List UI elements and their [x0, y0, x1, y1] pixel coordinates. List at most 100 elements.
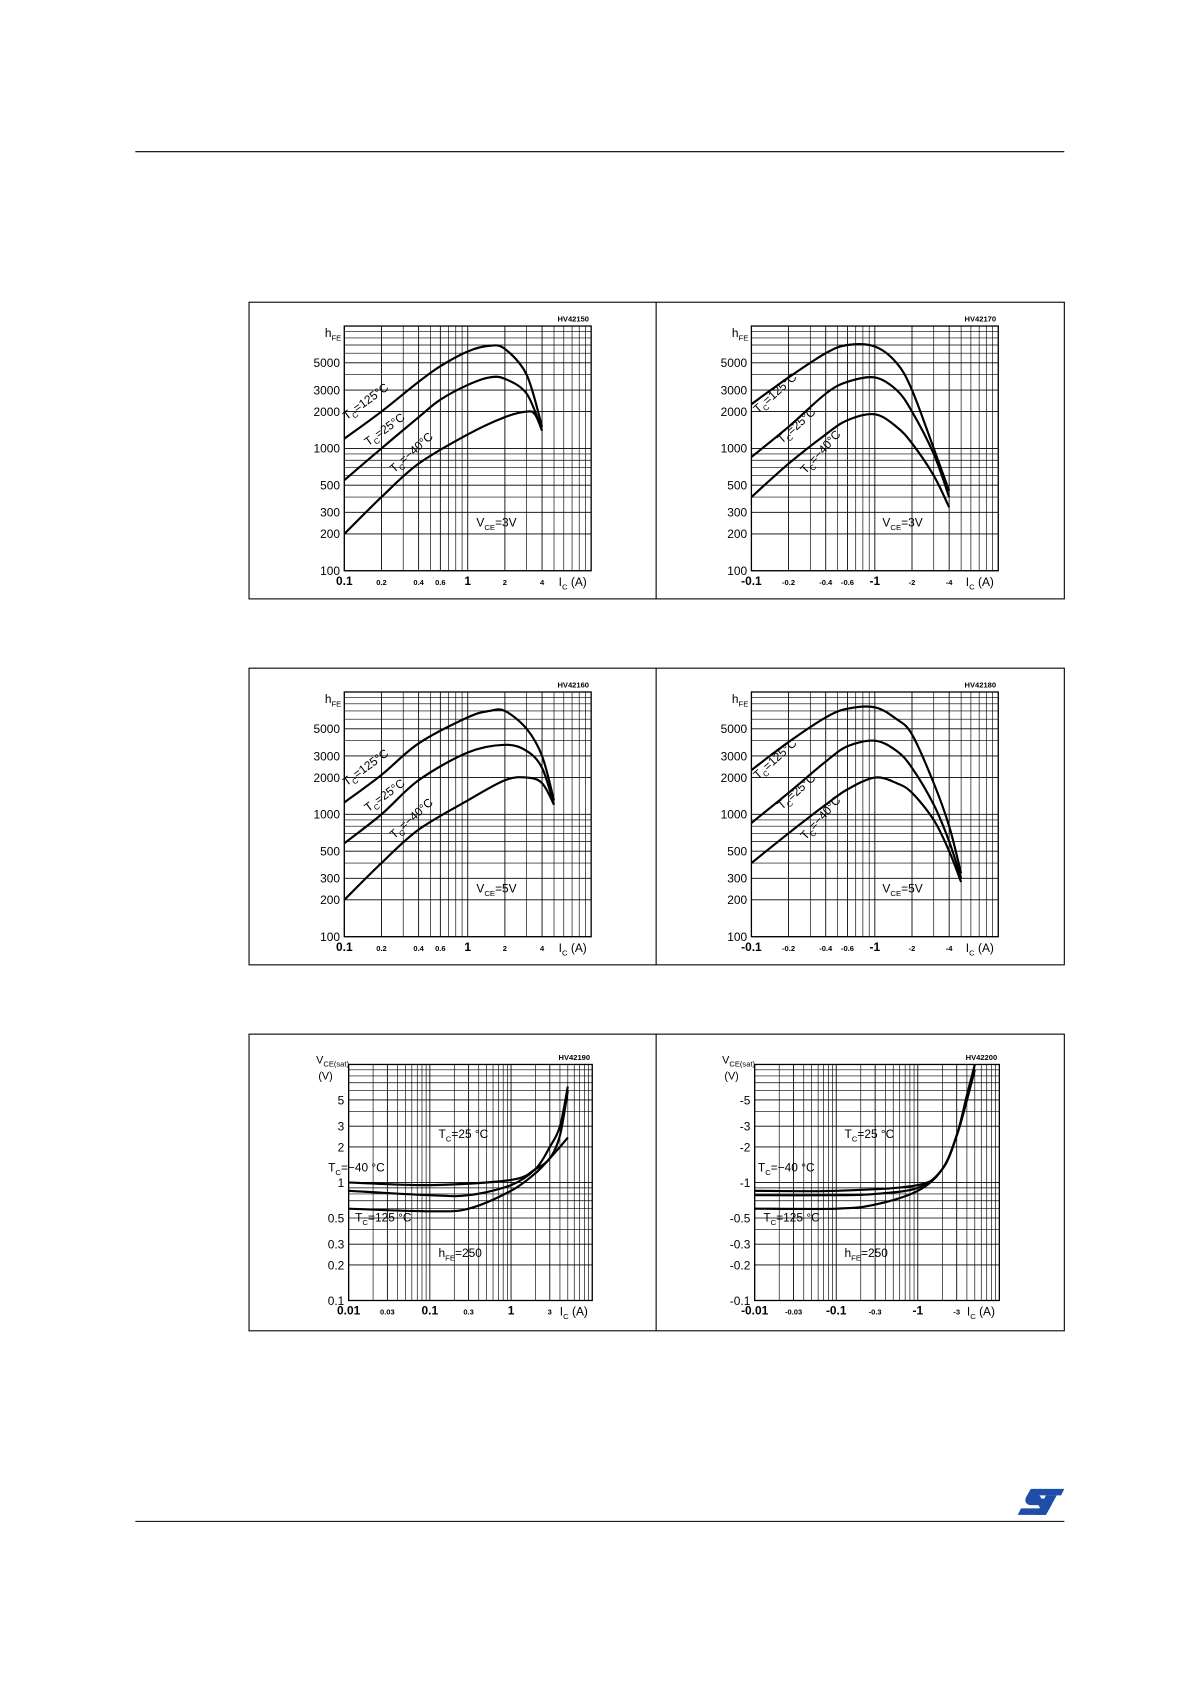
- x-tick-label: 0.3: [463, 1308, 474, 1317]
- curve-label-base: T: [439, 1127, 446, 1141]
- figure-code: HV42180: [965, 681, 997, 690]
- x-tick-label: 0.1: [336, 574, 353, 588]
- x-tick-label: 0.1: [422, 1304, 439, 1318]
- x-axis-label-base: I: [966, 575, 969, 589]
- y-tick-label: 1000: [721, 808, 748, 822]
- figure-code: HV42150: [557, 315, 589, 324]
- y-tick-label: 0.3: [328, 1238, 345, 1252]
- y-tick-label: -5: [740, 1093, 751, 1107]
- curve: [750, 376, 951, 498]
- x-tick-label: 0.01: [337, 1304, 361, 1318]
- y-tick-label: 500: [320, 479, 340, 493]
- curve-label-base: T: [355, 1210, 362, 1224]
- chart: -0.1 -0.2 -0.4 -0.6 -1 -2 -4 100 200 300 500 1000 20…: [721, 681, 999, 954]
- condition-label-base: V: [882, 881, 890, 895]
- x-axis-label: IC (A): [966, 941, 994, 958]
- curve: [750, 705, 963, 874]
- x-axis-label: IC (A): [559, 941, 587, 958]
- x-axis-label-base: I: [559, 575, 562, 589]
- y-tick-label: 200: [320, 527, 340, 541]
- condition-label-text: =3V: [495, 515, 517, 529]
- x-axis-label: IC (A): [559, 575, 587, 592]
- y-axis-label-sub: FE: [331, 699, 341, 708]
- curve: [343, 776, 555, 901]
- condition-label-text: =5V: [495, 881, 517, 895]
- condition-label-sub: CE: [484, 523, 495, 532]
- y-tick-label: -3: [740, 1119, 751, 1133]
- x-tick-label: 1: [508, 1304, 515, 1318]
- curve: [750, 739, 963, 879]
- curve-label-base: T: [758, 1161, 765, 1175]
- curve-label: TC=−40°C: [797, 427, 845, 478]
- curve-label-base: T: [328, 1161, 335, 1175]
- y-axis-label-base: h: [732, 326, 739, 340]
- y-tick-label: 1000: [721, 442, 748, 456]
- y-tick-label: 0.2: [328, 1258, 345, 1272]
- curve-label-sub: C: [785, 799, 795, 810]
- y-tick-label: 200: [727, 893, 747, 907]
- x-axis-label-sub: C: [970, 1312, 976, 1321]
- x-tick-label: 3: [548, 1308, 552, 1317]
- curve-label-sub: C: [362, 1218, 368, 1227]
- x-axis-label-sub: C: [562, 948, 568, 957]
- x-tick-label: -0.1: [826, 1304, 847, 1318]
- curve: [343, 708, 556, 804]
- curve: [754, 1069, 976, 1193]
- curve: [750, 343, 951, 492]
- x-axis-label: IC (A): [560, 1305, 588, 1322]
- curve-label-text: =25 °C: [451, 1127, 488, 1141]
- curve-label-sub: C: [350, 776, 360, 787]
- condition-label-base: V: [882, 515, 890, 529]
- y-tick-label: 3000: [721, 749, 748, 763]
- x-tick-label: -1: [870, 574, 881, 588]
- curve-label: TC=25 °C: [439, 1127, 489, 1144]
- y-axis-label-sub: CE(sat): [729, 1060, 755, 1069]
- y-axis-label-sub: FE: [739, 333, 749, 342]
- curve-label-text: =−40°C: [806, 793, 844, 833]
- x-tick-label: 0.4: [413, 578, 424, 587]
- curve: [348, 1086, 569, 1198]
- x-axis-label-base: I: [559, 941, 562, 955]
- y-axis-label-sub: FE: [331, 333, 341, 342]
- y-axis-label-unit: (V): [724, 1071, 738, 1083]
- x-tick-label: -2: [909, 944, 916, 953]
- condition-label-text: =3V: [901, 515, 923, 529]
- x-tick-label: -0.2: [782, 578, 795, 587]
- curve-label-sub: C: [808, 828, 819, 838]
- x-axis-label-text: (A): [975, 575, 994, 589]
- condition-label-text: =250: [455, 1246, 482, 1260]
- logo-t: [1036, 1495, 1057, 1515]
- condition-label: VCE=3V: [882, 515, 922, 532]
- curve: [348, 1136, 569, 1213]
- x-tick-label: 2: [503, 944, 507, 953]
- y-tick-label: 3: [338, 1119, 345, 1133]
- curve-label-text: =25°C: [372, 776, 408, 807]
- condition-label-text: =5V: [901, 881, 923, 895]
- curve-label: TC=25°C: [774, 405, 820, 449]
- x-tick-label: 4: [540, 578, 545, 587]
- y-axis-label-base: V: [722, 1054, 730, 1066]
- y-tick-label: -0.5: [730, 1211, 751, 1225]
- condition-label: VCE=3V: [476, 515, 516, 532]
- plot-frame: [343, 691, 592, 938]
- condition-label-sub: CE: [890, 523, 901, 532]
- y-axis-label: hFE: [325, 326, 342, 343]
- condition-label-sub: CE: [890, 889, 901, 898]
- y-tick-label: 0.1: [328, 1294, 345, 1308]
- x-tick-label: -0.1: [741, 940, 762, 954]
- x-axis-label: IC (A): [966, 575, 994, 592]
- chart: -0.1 -0.2 -0.4 -0.6 -1 -2 -4 100 200 300 500 1000 20…: [721, 315, 999, 588]
- curve-label-sub: C: [446, 1135, 452, 1144]
- x-axis-label-text: (A): [976, 1305, 995, 1319]
- y-tick-label: 100: [320, 564, 340, 578]
- curve: [343, 344, 544, 440]
- y-tick-label: -2: [740, 1140, 751, 1154]
- x-tick-label: -0.2: [782, 944, 795, 953]
- x-axis-label-base: I: [966, 941, 969, 955]
- curve-label-sub: C: [771, 1218, 777, 1227]
- curve-label-sub: C: [350, 410, 360, 421]
- y-tick-label: 2000: [313, 771, 340, 785]
- curve-label-sub: C: [335, 1168, 341, 1177]
- x-tick-label: 0.6: [435, 944, 446, 953]
